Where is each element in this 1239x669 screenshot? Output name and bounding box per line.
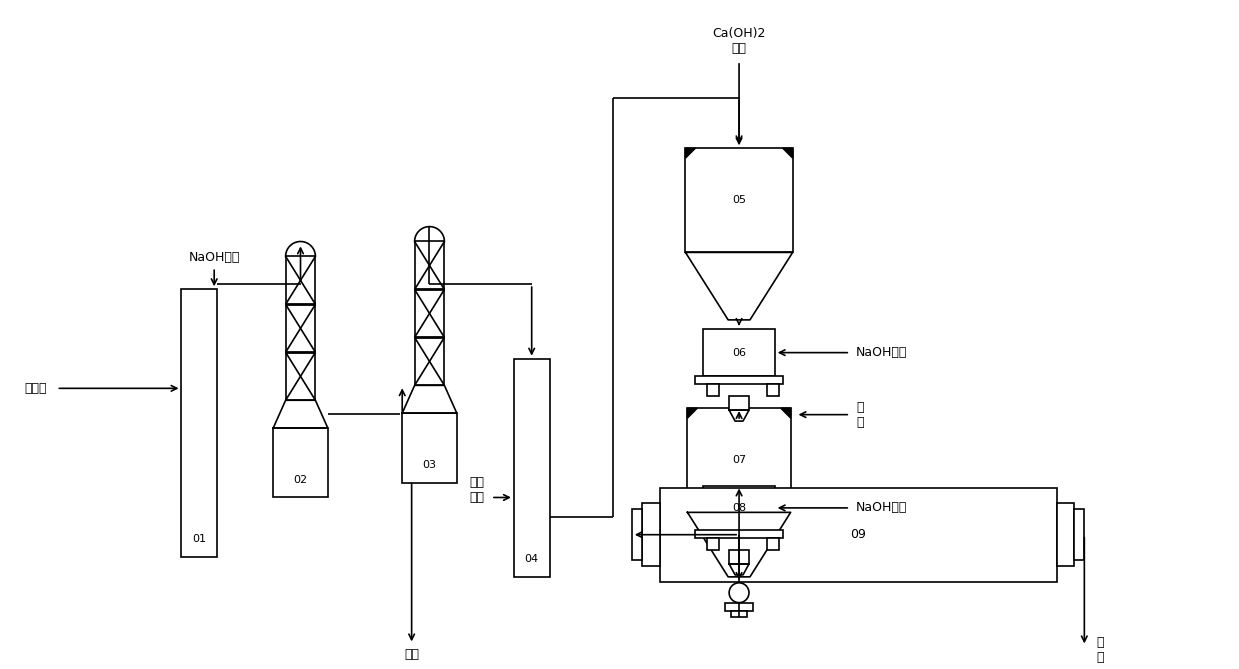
Bar xyxy=(642,504,659,566)
Text: 轻
钙: 轻 钙 xyxy=(1097,636,1104,664)
Text: 09: 09 xyxy=(850,529,866,541)
Bar xyxy=(767,538,779,550)
Polygon shape xyxy=(274,400,328,428)
Text: 08: 08 xyxy=(732,503,746,513)
Text: 三混油: 三混油 xyxy=(24,382,47,395)
Text: 02: 02 xyxy=(294,474,307,484)
Polygon shape xyxy=(783,149,793,158)
Bar xyxy=(1057,504,1074,566)
Text: NaOH溶液: NaOH溶液 xyxy=(856,346,907,359)
Polygon shape xyxy=(685,149,695,158)
Bar xyxy=(1074,509,1084,560)
Bar xyxy=(707,538,719,550)
Polygon shape xyxy=(729,564,750,575)
Polygon shape xyxy=(403,385,457,413)
Text: 04: 04 xyxy=(524,554,539,564)
Bar xyxy=(514,359,550,577)
Bar xyxy=(659,488,1057,582)
Polygon shape xyxy=(685,252,793,320)
Bar xyxy=(729,550,750,564)
Text: 01: 01 xyxy=(192,534,207,544)
Text: 06: 06 xyxy=(732,348,746,358)
Bar xyxy=(725,603,753,611)
Bar xyxy=(767,385,779,396)
Polygon shape xyxy=(688,408,698,418)
Bar xyxy=(695,377,783,385)
Circle shape xyxy=(729,583,750,603)
Bar xyxy=(181,289,217,557)
Bar xyxy=(286,256,316,400)
Bar xyxy=(632,509,642,560)
Bar xyxy=(274,428,328,498)
Text: 05: 05 xyxy=(732,195,746,205)
Bar xyxy=(707,385,719,396)
Text: 脱酚
酚油: 脱酚 酚油 xyxy=(470,476,484,504)
Bar xyxy=(688,408,790,512)
Bar xyxy=(704,328,774,377)
Polygon shape xyxy=(729,410,750,421)
Bar xyxy=(695,531,783,538)
Bar xyxy=(403,413,457,482)
Bar xyxy=(729,396,750,410)
Text: Ca(OH)2
溶液: Ca(OH)2 溶液 xyxy=(712,27,766,55)
Bar xyxy=(415,242,445,385)
Text: 粗酚: 粗酚 xyxy=(404,648,419,661)
Text: 07: 07 xyxy=(732,456,746,465)
Bar xyxy=(704,486,774,531)
Bar xyxy=(731,611,747,617)
Polygon shape xyxy=(688,512,790,577)
Bar xyxy=(685,149,793,252)
Text: NaOH溶液: NaOH溶液 xyxy=(856,501,907,514)
Text: NaOH溶液: NaOH溶液 xyxy=(188,251,240,264)
Polygon shape xyxy=(781,408,790,418)
Text: 清
水: 清 水 xyxy=(856,401,864,429)
Text: 03: 03 xyxy=(422,460,436,470)
